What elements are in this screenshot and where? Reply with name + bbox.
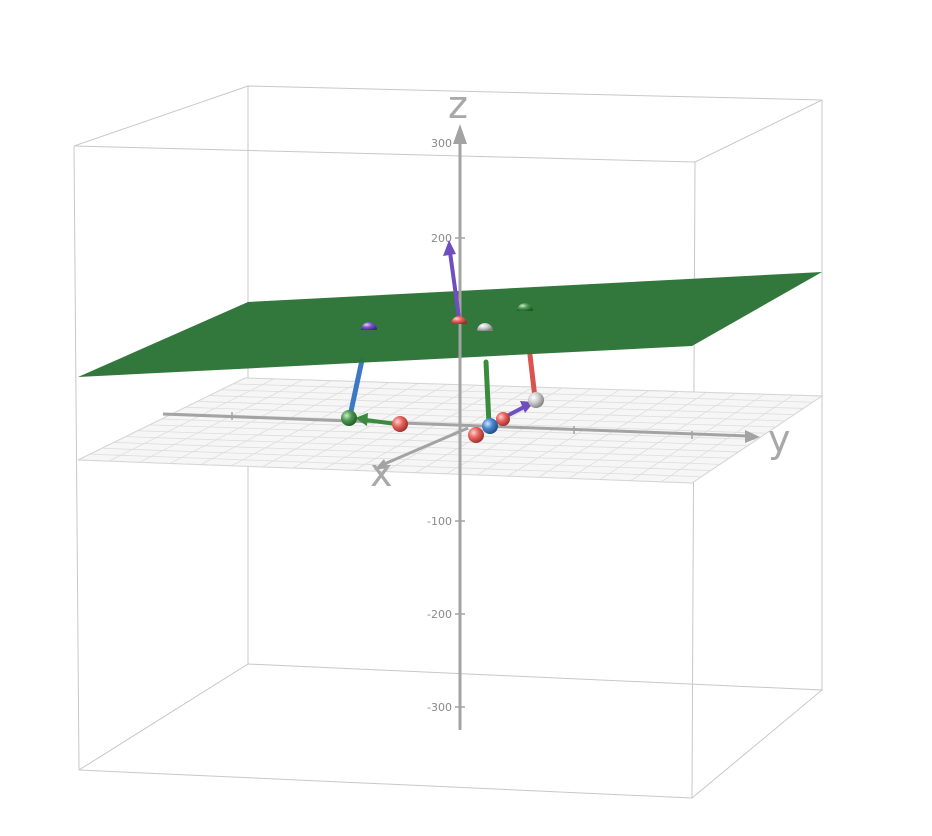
grid-line (197, 401, 785, 422)
point-blue[interactable] (482, 418, 498, 434)
grid-line (185, 406, 776, 428)
point-red-origin[interactable] (468, 427, 484, 443)
grid-line (101, 447, 711, 471)
point-red-left[interactable] (392, 416, 408, 432)
z-tick-200: 200 (431, 232, 452, 245)
point-green-on-plane[interactable] (517, 303, 533, 311)
point-gray-on-plane[interactable] (477, 323, 493, 331)
y-axis (162, 412, 760, 443)
z-axis-label: z (448, 83, 468, 127)
grid-line (173, 412, 767, 434)
grid-line (89, 453, 702, 478)
grid-line (221, 389, 804, 409)
z-axis (453, 124, 467, 730)
green-drop-line[interactable] (483, 359, 492, 427)
point-green[interactable] (341, 410, 357, 426)
point-gray[interactable] (528, 392, 544, 408)
z-tick-minus-200: -200 (427, 608, 452, 621)
grid-line (125, 436, 730, 459)
z-tick-300: 300 (431, 137, 452, 150)
green-vector-left[interactable] (355, 413, 397, 426)
point-purple-on-plane[interactable] (361, 322, 377, 330)
point-red-right[interactable] (496, 412, 510, 426)
red-drop-line[interactable] (527, 352, 538, 401)
grid-line (233, 383, 813, 403)
y-axis-label: y (768, 417, 791, 461)
grid-line (113, 442, 720, 465)
z-tick-minus-300: -300 (427, 701, 452, 714)
blue-drop-line[interactable] (347, 357, 365, 419)
xy-grid (77, 377, 824, 484)
green-plane[interactable] (78, 272, 822, 377)
x-axis-label: x (370, 451, 393, 495)
point-red-on-plane[interactable] (451, 316, 467, 324)
z-tick-minus-100: -100 (427, 515, 452, 528)
purple-vector-up[interactable] (443, 240, 461, 319)
grid-line (209, 395, 795, 416)
x-axis (374, 426, 469, 470)
